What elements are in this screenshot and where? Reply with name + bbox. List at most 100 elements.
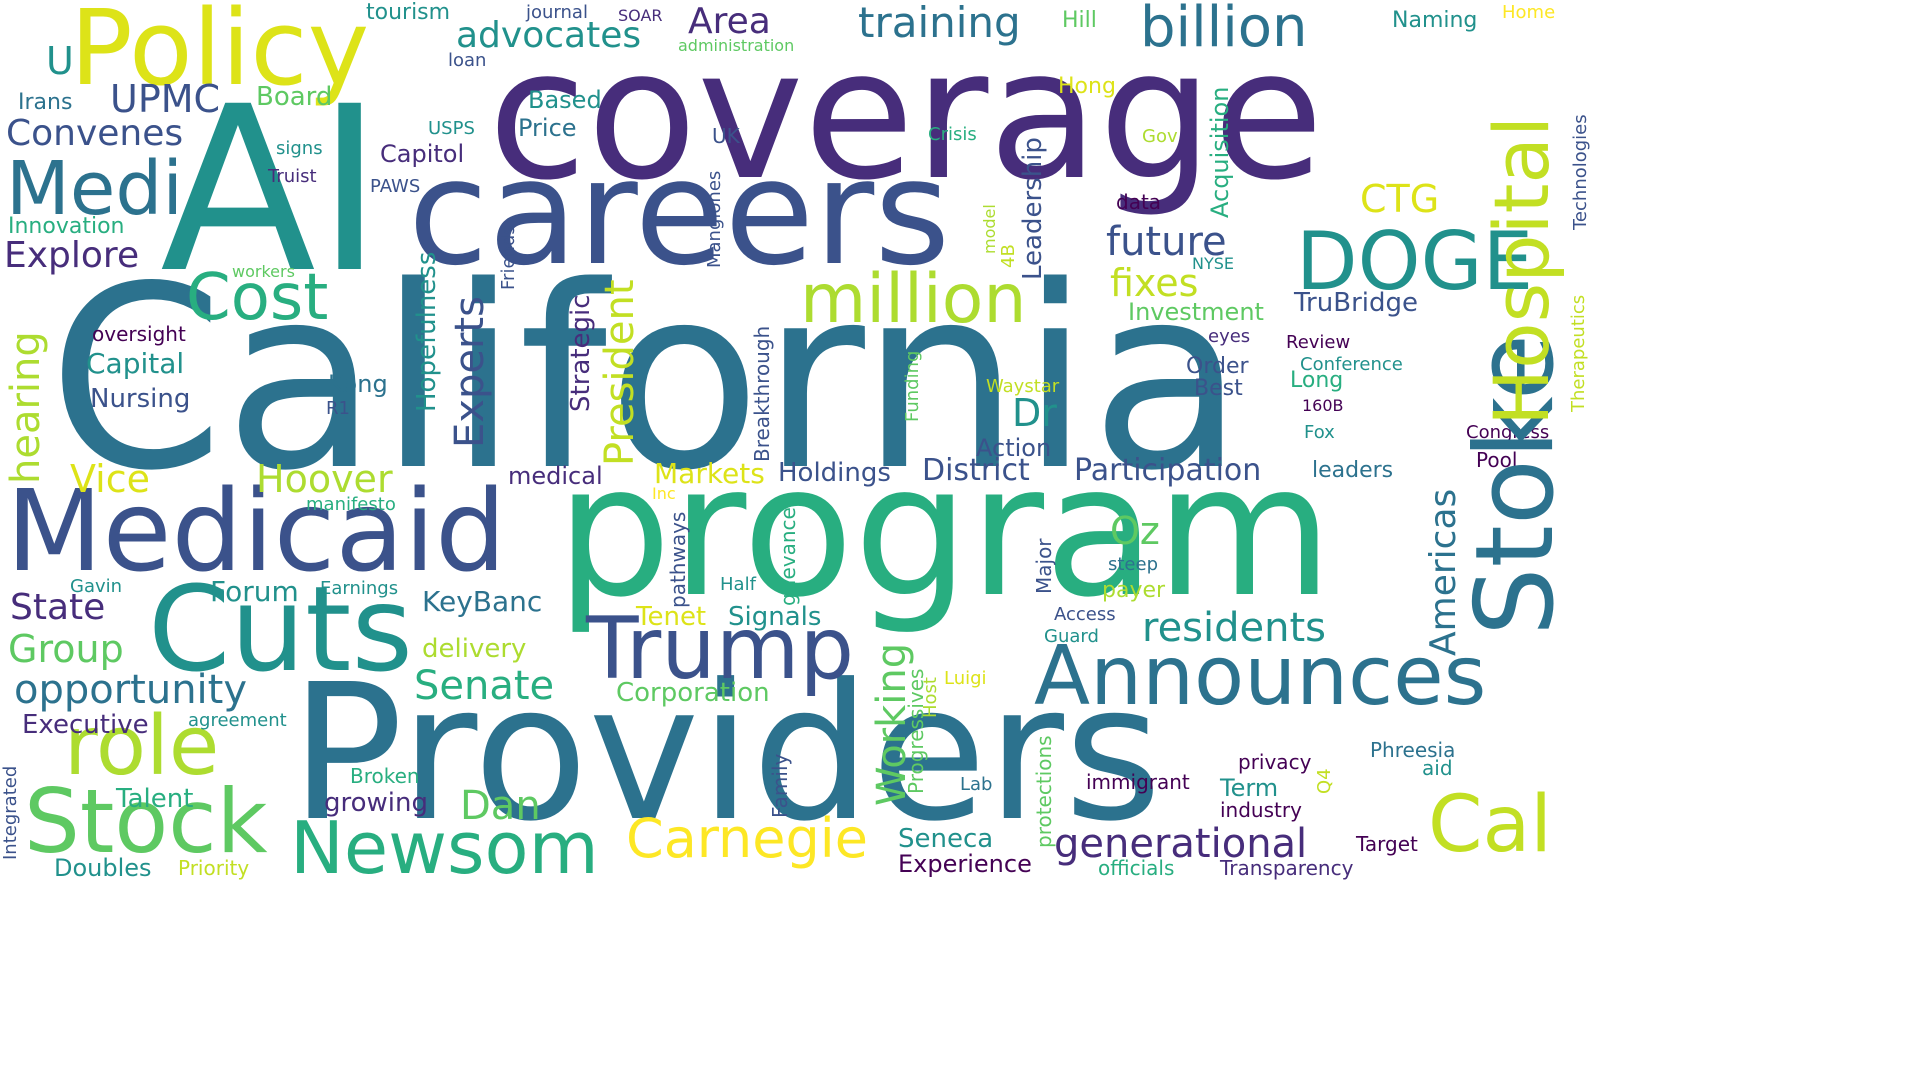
word-grievances: grievances [776,496,800,606]
word-kong: Kong [328,370,388,398]
word-price: Price [518,114,577,142]
word-conference: Conference [1300,354,1403,375]
word-naming: Naming [1392,8,1478,33]
word-paws: PAWS [370,176,421,197]
word-breakthrough: Breakthrough [750,325,774,462]
word-access: Access [1054,604,1116,625]
word-upmc: UPMC [110,77,221,121]
word-loan: loan [448,50,487,71]
word-million: million [800,260,1027,339]
word-tourism: tourism [366,0,451,25]
word-state: State [10,587,106,628]
word-signs: signs [276,138,323,159]
word-home: Home [1502,2,1556,23]
word-broken: Broken [350,764,420,788]
word-acquisition: Acquisition [1206,86,1234,218]
word-mangiones: Mangiones [704,170,725,268]
word-medi: Medi [6,146,183,232]
word-phreesia: Phreesia [1370,738,1456,762]
word-doge: DOGE [1296,215,1534,308]
word-announces: Announces [1034,629,1487,724]
word-nursing: Nursing [90,384,191,414]
word-board: Board [256,82,333,112]
word-keybanc: KeyBanc [422,585,543,618]
word-officials: officials [1098,856,1175,880]
word-best: Best [1194,376,1243,401]
word-hospital: Hospital [1477,115,1566,426]
word-gavin: Gavin [70,576,123,597]
word-transparency: Transparency [1220,856,1354,880]
word-technologies: Technologies [1570,114,1591,230]
word-convenes: Convenes [6,113,184,154]
word-executive: Executive [22,710,149,740]
word-luigi: Luigi [944,668,987,689]
word-cloud: California coverage AI careers program P… [0,0,1591,884]
word-earnings: Earnings [320,578,399,599]
word-coverage: coverage [488,11,1324,220]
word-capitol: Capitol [380,140,465,168]
word-president: President [597,279,643,466]
word-4b: 4B [998,244,1019,268]
word-stock: Stock [24,770,268,873]
word-capital: Capital [86,347,185,380]
word-hong: Hong [1058,74,1116,99]
word-innovation: Innovation [8,214,125,239]
word-review: Review [1286,332,1351,353]
word-tenet: Tenet [636,602,707,632]
word-senate: Senate [414,663,555,709]
word-term: Term [1220,774,1279,802]
word-cuts: Cuts [148,560,413,698]
word-protections: protections [1032,735,1056,848]
word-experience: Experience [898,850,1032,878]
word-medicaid: Medicaid [6,467,507,597]
word-immigrant: immigrant [1086,770,1190,794]
word-residents: residents [1142,605,1327,651]
word-trump: Trump [586,599,855,699]
word-therapeutics: Therapeutics [1568,294,1589,412]
word-uk: UK [712,124,740,148]
word-order: Order [1186,354,1249,379]
word-doubles: Doubles [54,854,152,882]
word-privacy: privacy [1238,750,1312,774]
word-training: training [858,0,1021,47]
word-oversight: oversight [92,322,186,346]
word-carnegie: Carnegie [626,807,868,870]
word-forum: Forum [210,575,299,608]
word-truist: Truist [268,166,317,187]
word-r1: R1 [326,398,350,419]
word-careers: careers [408,128,951,298]
word-fixes: fixes [1110,261,1199,305]
word-markets: Markets [654,457,765,490]
word-gov: Gov [1142,126,1178,147]
word-usps: USPS [428,118,475,139]
word-generational: generational [1054,821,1308,867]
word-leadership: Leadership [1018,137,1048,280]
word-160b: 160B [1302,396,1344,415]
word-hoover: Hoover [256,457,393,501]
word-q4: Q4 [1314,768,1335,794]
word-delivery: delivery [422,634,527,664]
word-nyse: NYSE [1192,254,1235,273]
word-vice: Vice [70,457,150,501]
word-cost: Cost [186,261,329,335]
word-based: Based [528,86,602,114]
word-irans: Irans [18,90,73,115]
word-eyes: eyes [1208,326,1251,347]
word-growing: growing [324,788,428,818]
word-manifesto: manifesto [306,494,396,515]
word-funding: Funding [902,350,923,422]
word-pool: Pool [1476,448,1518,472]
word-cal: Cal [1428,780,1552,870]
word-hearing: hearing [3,331,49,484]
word-priority: Priority [178,856,250,880]
word-ai: AI [160,57,384,323]
word-steep: steep [1108,554,1159,575]
word-administration: administration [678,36,795,55]
word-action: Action [976,434,1052,462]
word-pathways: pathways [666,511,690,608]
word-oz: Oz [1110,509,1160,553]
word-participation: Participation [1074,453,1262,488]
word-aid: aid [1422,756,1453,780]
word-dan: Dan [460,783,541,829]
word-investment: Investment [1128,298,1264,326]
